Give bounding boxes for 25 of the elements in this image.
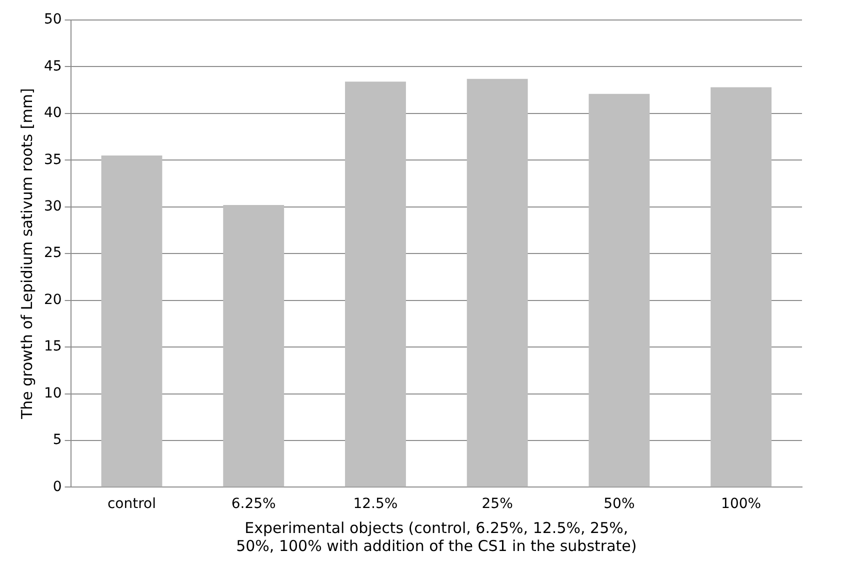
y-tick-label: 15: [44, 338, 62, 355]
bar: [710, 87, 772, 487]
bar: [101, 155, 162, 487]
bar: [345, 82, 406, 487]
x-tick-label: 25%: [482, 496, 513, 512]
x-tick-label: 12.5%: [353, 496, 398, 512]
x-tick-label: 6.25%: [231, 496, 276, 512]
y-tick-label: 20: [44, 292, 62, 308]
y-tick-label: 50: [44, 12, 62, 28]
y-tick-label: 0: [52, 478, 62, 495]
y-tick-label: 10: [44, 385, 62, 402]
y-tick-label: 25: [44, 245, 62, 262]
x-axis-title: Experimental objects (control, 6.25%, 12.5%, 25%, 50%, 100% with addition of the CS1 in the substrate): [236, 518, 637, 555]
y-tick-label: 35: [44, 152, 62, 168]
y-tick-label: 45: [44, 58, 62, 74]
bar: [588, 94, 650, 487]
y-axis-title: The growth of Lepidium sativum roots [mm]: [18, 88, 36, 420]
bar: [223, 205, 284, 487]
y-tick-label: 30: [44, 198, 62, 215]
x-tick-label: control: [107, 496, 156, 512]
y-tick-label: 40: [44, 105, 62, 122]
x-tick-label: 100%: [721, 496, 762, 512]
x-tick-label: 50%: [604, 496, 635, 512]
y-tick-label: 5: [52, 432, 62, 448]
bar: [466, 78, 528, 487]
